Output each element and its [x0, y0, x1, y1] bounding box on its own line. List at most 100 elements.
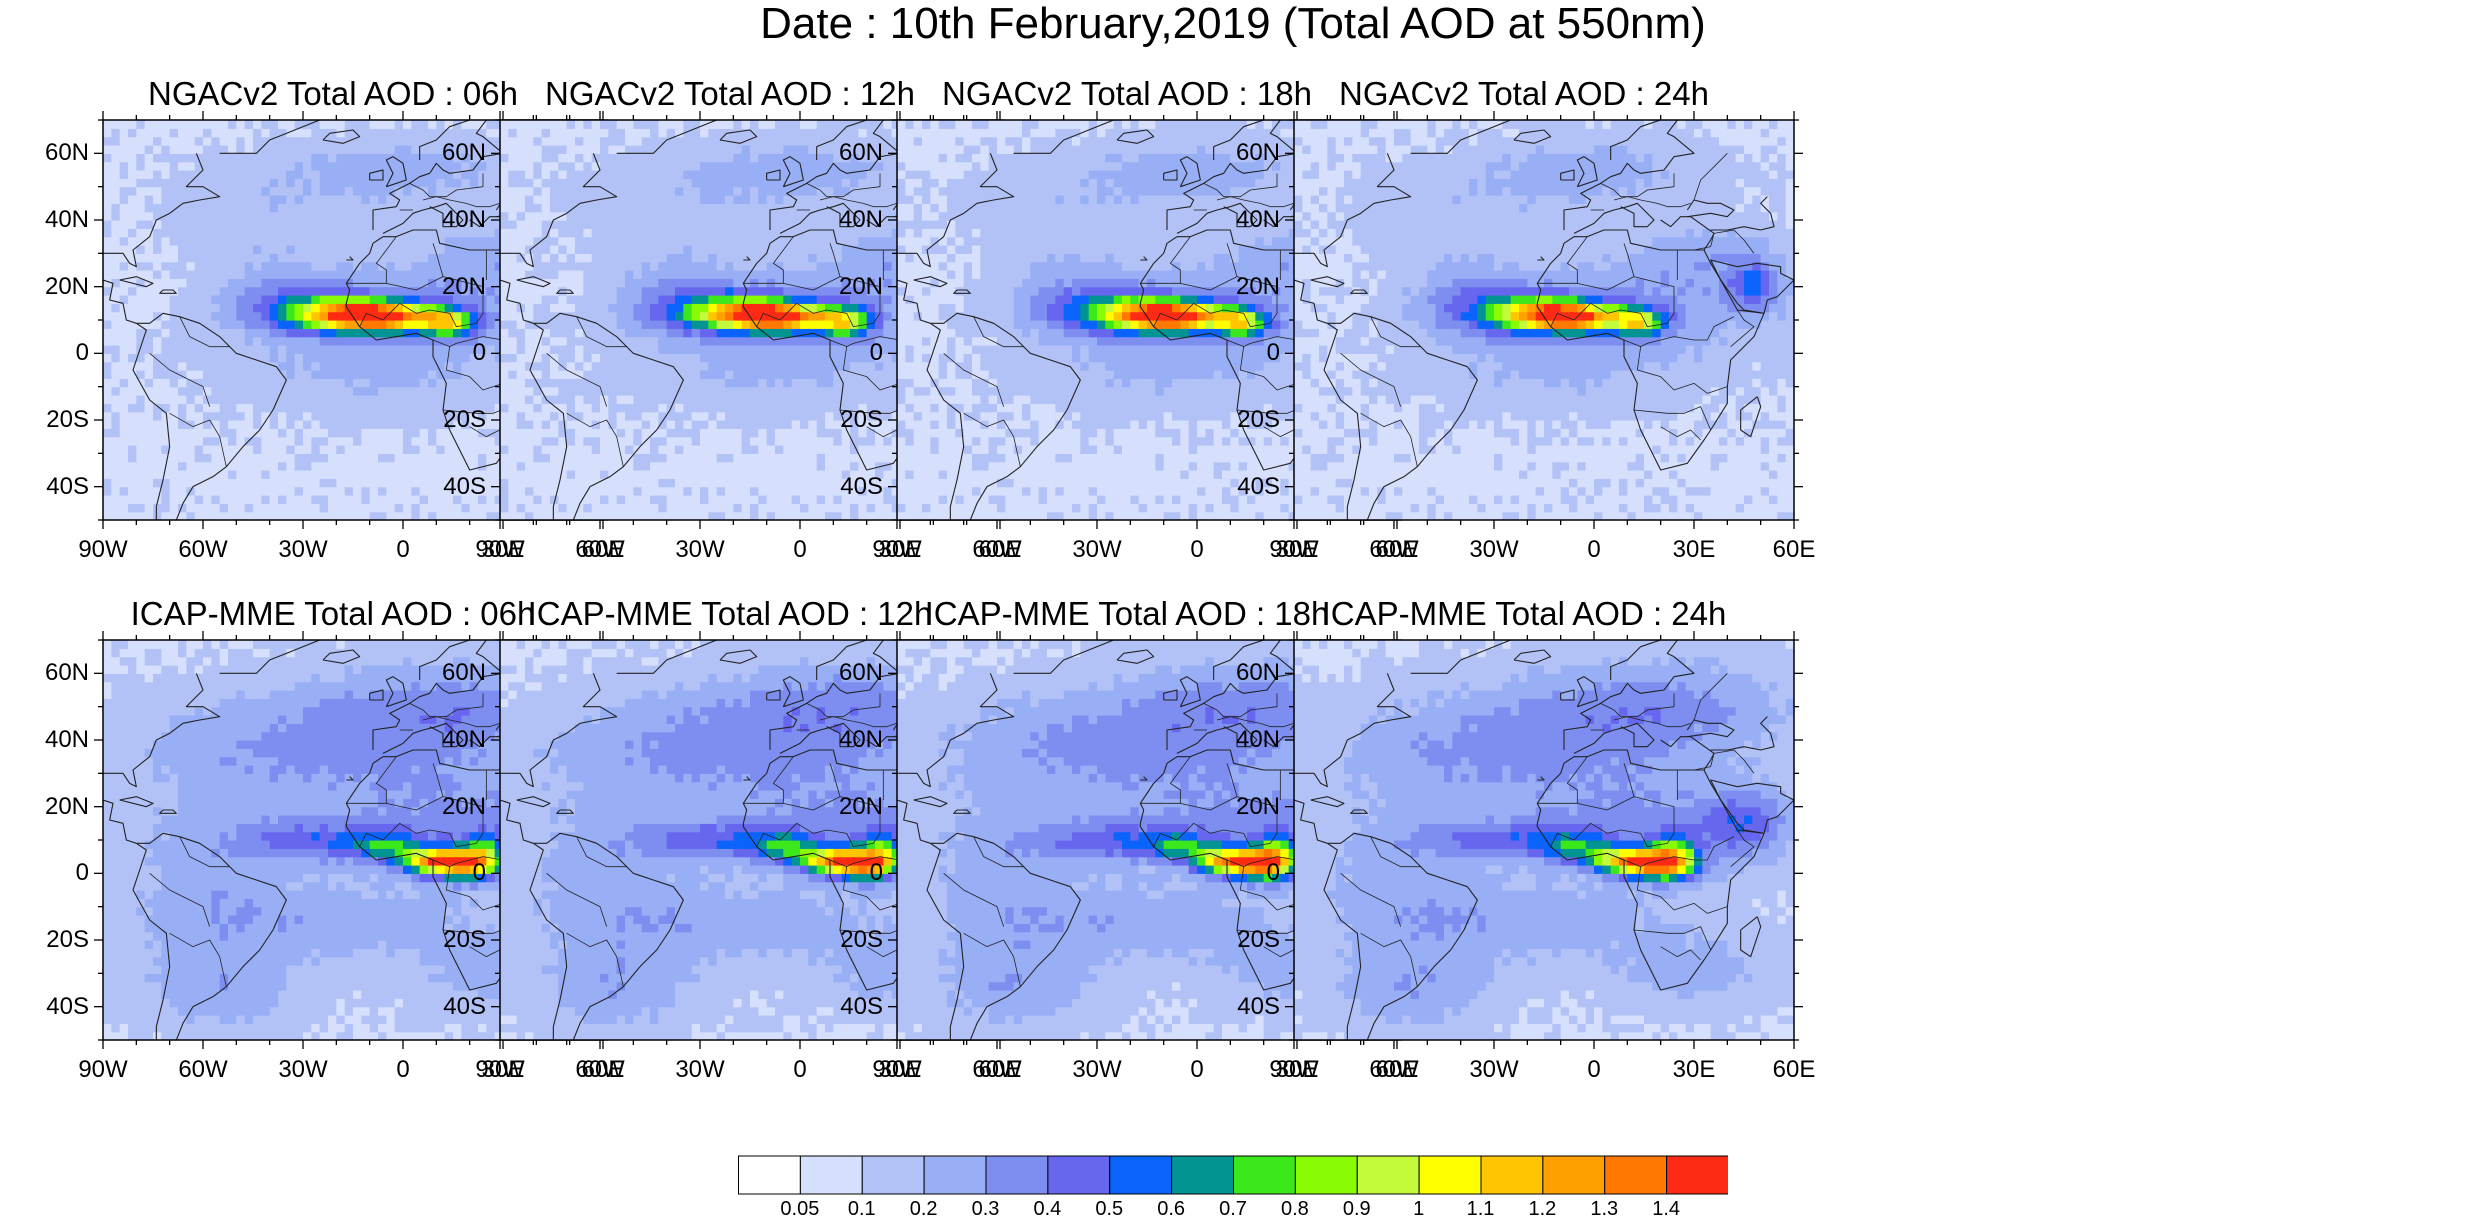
lon-tick-label: 60W: [555, 1058, 645, 1082]
lat-tick-label: 40N: [819, 728, 883, 752]
lon-tick-label: 60E: [1749, 538, 1839, 562]
lon-tick-label: 30E: [855, 538, 945, 562]
lat-tick-label: 20N: [25, 274, 89, 299]
colorbar-tick-label: 0.9: [1327, 1199, 1387, 1219]
map-panel-8: ICAP-MME Total AOD : 24h 60N 40N 20N 0 20S 40S…: [1224, 595, 1824, 1115]
colorbar-swatch: [923, 1155, 987, 1195]
lat-tick-label: 40S: [819, 474, 883, 499]
lat-tick-label: 40S: [819, 994, 883, 1019]
lon-tick-label: 90W: [455, 538, 545, 562]
aod-map: [1285, 631, 1803, 1049]
lon-tick-label: 30W: [655, 538, 745, 562]
lat-tick-label: 40N: [1216, 208, 1280, 232]
lat-tick-label: 20N: [819, 794, 883, 819]
lat-tick-label: 60N: [25, 661, 89, 685]
colorbar-swatch: [1604, 1155, 1668, 1195]
lon-tick-label: 60W: [158, 538, 248, 562]
lon-tick-label: 60E: [1352, 1058, 1442, 1082]
lon-tick-label: 0: [1152, 538, 1242, 562]
lon-tick-label: 90W: [1249, 1058, 1339, 1082]
lon-tick-label: 0: [358, 1058, 448, 1082]
lat-tick-label: 0: [819, 861, 883, 885]
lon-tick-label: 90W: [852, 538, 942, 562]
panel-title: ICAP-MME Total AOD : 18h: [827, 595, 1427, 633]
lon-tick-label: 60E: [1352, 538, 1442, 562]
colorbar-swatch: [799, 1155, 863, 1195]
aod-field: [500, 120, 1000, 520]
lat-tick-label: 20S: [25, 408, 89, 432]
lat-tick-label: 20S: [819, 408, 883, 432]
lat-tick-label: 20N: [1216, 274, 1280, 299]
panel-title: ICAP-MME Total AOD : 12h: [430, 595, 1030, 633]
colorbar-tick-label: 1.2: [1512, 1199, 1572, 1219]
lat-tick-label: 40S: [422, 994, 486, 1019]
colorbar-tick-label: 0.7: [1203, 1199, 1263, 1219]
colorbar-swatch: [1109, 1155, 1173, 1195]
colorbar-swatch: [1418, 1155, 1482, 1195]
lat-tick-label: 20N: [422, 794, 486, 819]
lat-tick-label: 0: [25, 861, 89, 885]
lon-tick-label: 60E: [558, 538, 648, 562]
lon-tick-label: 60W: [1349, 1058, 1439, 1082]
aod-field: [103, 120, 603, 520]
colorbar-swatch: [985, 1155, 1049, 1195]
lat-tick-label: 60N: [819, 661, 883, 685]
lat-tick-label: 20S: [1216, 928, 1280, 952]
lat-tick-label: 60N: [1216, 141, 1280, 165]
lat-tick-label: 20S: [422, 408, 486, 432]
colorbar-tick-label: 1.3: [1574, 1199, 1634, 1219]
lat-tick-label: 0: [1216, 861, 1280, 885]
lat-tick-label: 40S: [1216, 994, 1280, 1019]
colorbar-legend: 0.05 0.1 0.2 0.3 0.4 0.5 0.6 0.7 0.8 0.9 1 1.1 1.2 1.…: [738, 1155, 1728, 1219]
lat-tick-label: 60N: [25, 141, 89, 165]
lon-tick-label: 30W: [1052, 1058, 1142, 1082]
colorbar-swatch: [1356, 1155, 1420, 1195]
lon-tick-label: 60E: [558, 1058, 648, 1082]
lat-tick-label: 0: [422, 341, 486, 365]
lat-tick-label: 40N: [1216, 728, 1280, 752]
lon-tick-label: 60W: [952, 1058, 1042, 1082]
lat-tick-label: 0: [819, 341, 883, 365]
colorbar-tick-label: 1: [1389, 1199, 1449, 1219]
lon-tick-label: 30W: [258, 538, 348, 562]
lon-tick-label: 30W: [655, 1058, 745, 1082]
map-panel-2: NGACv2 Total AOD : 12h 60N 40N 20N 0 20S 40S 90…: [430, 75, 1030, 595]
colorbar-swatch: [1047, 1155, 1111, 1195]
lat-tick-label: 60N: [422, 661, 486, 685]
panel-title: NGACv2 Total AOD : 24h: [1224, 75, 1824, 113]
lon-tick-label: 60W: [1349, 538, 1439, 562]
lon-tick-label: 30E: [1649, 1058, 1739, 1082]
lat-tick-label: 20N: [422, 274, 486, 299]
lon-tick-label: 30E: [855, 1058, 945, 1082]
lon-tick-label: 0: [1152, 1058, 1242, 1082]
lon-tick-label: 60E: [955, 538, 1045, 562]
colorbar-swatch: [1294, 1155, 1358, 1195]
aod-field: [1294, 120, 1794, 520]
lon-tick-label: 30W: [1052, 538, 1142, 562]
lon-tick-label: 90W: [58, 538, 148, 562]
lat-tick-label: 0: [422, 861, 486, 885]
lat-tick-label: 40N: [25, 728, 89, 752]
lat-tick-label: 20N: [1216, 794, 1280, 819]
lat-tick-label: 40N: [25, 208, 89, 232]
colorbar-swatch: [861, 1155, 925, 1195]
lat-tick-label: 20S: [422, 928, 486, 952]
lon-tick-label: 0: [755, 1058, 845, 1082]
lat-tick-label: 60N: [1216, 661, 1280, 685]
colorbar-tick-label: 0.5: [1079, 1199, 1139, 1219]
aod-map: [94, 111, 612, 529]
lat-tick-label: 40N: [819, 208, 883, 232]
lon-tick-label: 30W: [258, 1058, 348, 1082]
panel-title: ICAP-MME Total AOD : 06h: [33, 595, 633, 633]
lat-tick-label: 40S: [25, 994, 89, 1019]
lon-tick-label: 30W: [1449, 1058, 1539, 1082]
aod-map: [1285, 111, 1803, 529]
lat-tick-label: 20N: [819, 274, 883, 299]
lat-tick-label: 20N: [25, 794, 89, 819]
lat-tick-label: 60N: [422, 141, 486, 165]
lon-tick-label: 90W: [1249, 538, 1339, 562]
lat-tick-label: 40N: [422, 208, 486, 232]
colorbar-tick-label: 0.1: [832, 1199, 892, 1219]
lon-tick-label: 30W: [1449, 538, 1539, 562]
aod-map: [491, 111, 1009, 529]
